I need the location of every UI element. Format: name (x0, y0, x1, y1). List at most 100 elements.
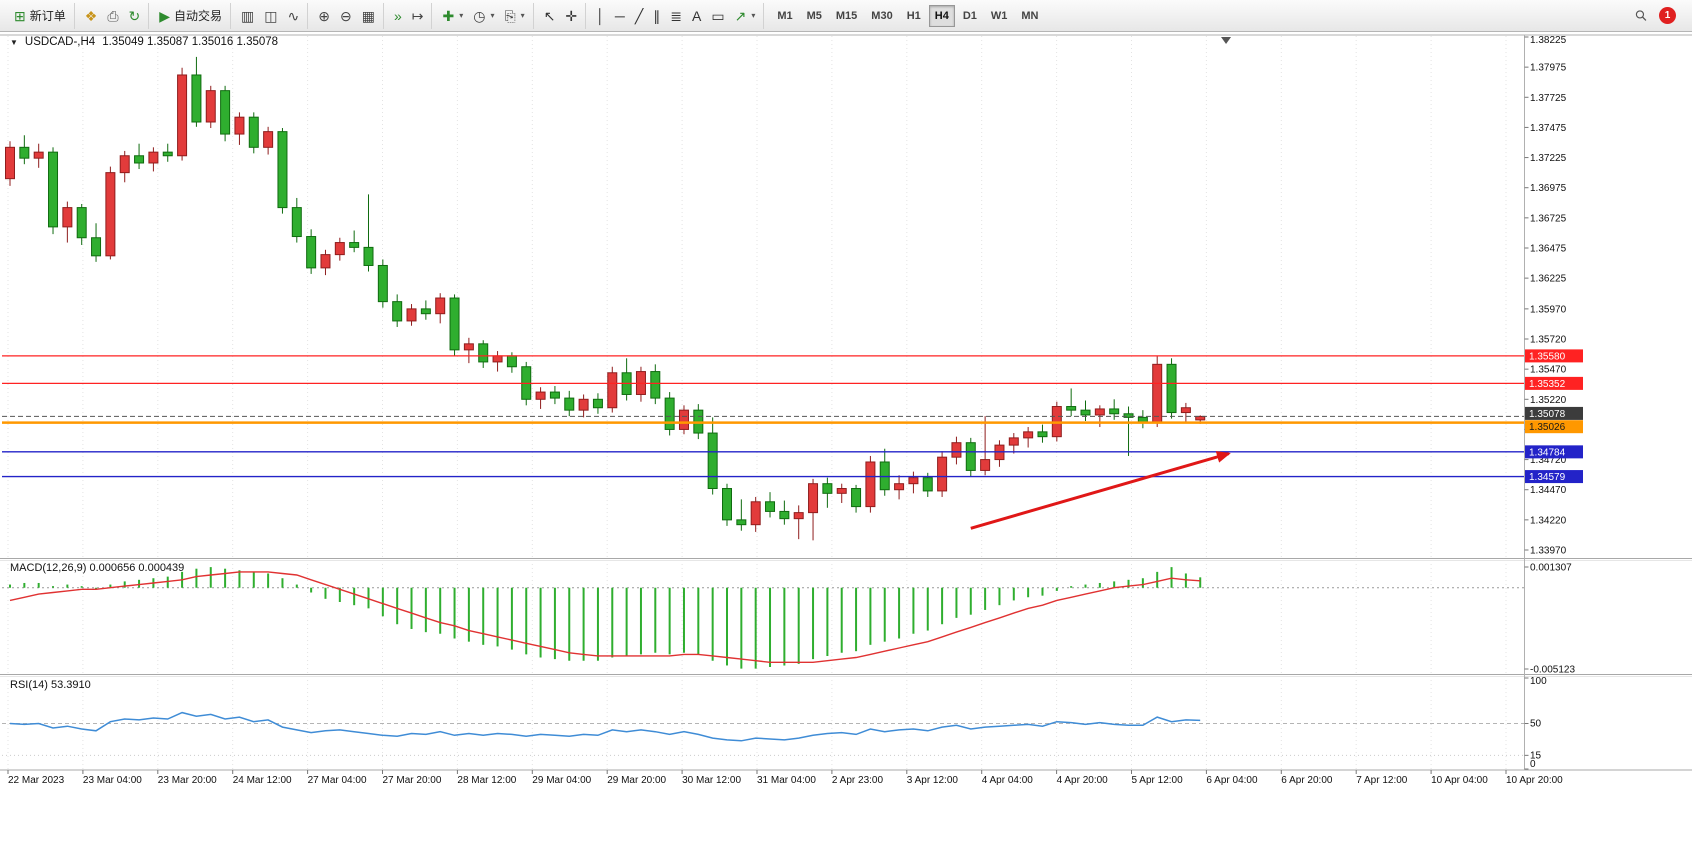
candle (793, 512, 804, 520)
price-scale[interactable]: 1.38225 1.37975 1.37725 1.37475 1.37225 1.369… (1524, 35, 1567, 556)
vertical-line-button[interactable]: │ (591, 4, 610, 28)
trendline-button[interactable]: ╱ (630, 4, 648, 28)
chevron-down-icon: ▾ (490, 11, 495, 20)
svg-text:28 Mar 12:00: 28 Mar 12:00 (457, 775, 516, 786)
line-chart-button[interactable]: ∿ (283, 4, 305, 28)
svg-text:1.34579: 1.34579 (1529, 472, 1566, 483)
candle (320, 254, 331, 269)
timeframe-h4-button[interactable]: H4 (928, 4, 955, 27)
search-button[interactable] (1629, 4, 1653, 28)
timeframe-m15-button[interactable]: M15 (830, 5, 863, 27)
chart-canvas[interactable]: 1.38225 1.37975 1.37725 1.37475 1.37225 1.369… (0, 33, 1692, 855)
print-button[interactable]: ⎙ (102, 4, 123, 28)
chart-shift-icon: ↦ (411, 7, 424, 24)
indicators-button[interactable]: ✚ ▾ (437, 4, 468, 28)
timeframe-m5-button[interactable]: M5 (801, 5, 828, 27)
community-button[interactable]: ↻ (124, 4, 146, 28)
timeframe-mn-button[interactable]: MN (1015, 5, 1044, 27)
candle (736, 519, 747, 526)
chart-shift-button[interactable]: ↦ (407, 4, 429, 28)
horizontal-line-1.34784[interactable]: 1.34784 (2, 445, 1583, 459)
cursor-button[interactable]: ↖ (539, 4, 561, 28)
candle (406, 308, 417, 322)
horizontal-line-1.35078[interactable]: 1.35078 (2, 406, 1583, 420)
candle (822, 483, 833, 494)
candle (263, 131, 274, 148)
svg-text:10 Apr 20:00: 10 Apr 20:00 (1506, 775, 1563, 786)
svg-text:1.38225: 1.38225 (1530, 35, 1567, 46)
rsi-line (9, 711, 1201, 742)
svg-text:50: 50 (1530, 719, 1542, 730)
candle (1195, 415, 1206, 421)
timeframe-toolbar: M1 M5 M15 M30 H1 H4 D1 W1 MN (766, 3, 1049, 29)
profiles-button[interactable]: ❖ (80, 4, 103, 28)
fibonacci-button[interactable]: ≣ (665, 4, 687, 28)
timeframe-m1-button[interactable]: M1 (771, 5, 798, 27)
horizontal-line-button[interactable]: ─ (610, 4, 630, 28)
auto-scroll-button[interactable]: » (389, 4, 407, 28)
equidistant-channel-button[interactable]: ∥ (648, 4, 665, 28)
community-icon: ↻ (128, 7, 141, 24)
chart-shift-marker[interactable] (1221, 37, 1232, 44)
toolbar-button-groups: ⊞ 新订单 ❖ ⎙ ↻ ▶ 自动交易 ▥ ◫ ∿ ⊕ ⊖ ▦» ↦ ✚ ▾ ◷ ▾ ⎘ ▾ ↖ ✛ │ ─ ╱ ∥ ≣ A ▭ ↗ ▾ (6, 2, 766, 29)
svg-text:1.37725: 1.37725 (1530, 93, 1567, 104)
candle (306, 236, 317, 269)
candle (865, 461, 876, 508)
toolbar: ⊞ 新订单 ❖ ⎙ ↻ ▶ 自动交易 ▥ ◫ ∿ ⊕ ⊖ ▦» ↦ ✚ ▾ ◷ ▾ ⎘ ▾ ↖ ✛ │ ─ ╱ ∥ ≣ A ▭ ↗ ▾ M1… (0, 0, 1692, 32)
horizontal-line-1.35580[interactable]: 1.35580 (2, 349, 1583, 363)
timeframe-h1-button[interactable]: H1 (901, 5, 927, 27)
crosshair-button[interactable]: ✛ (560, 4, 582, 28)
candle (377, 264, 388, 303)
periods-button[interactable]: ◷ ▾ (468, 4, 499, 28)
trend-arrow-object[interactable] (970, 451, 1231, 530)
candle (291, 207, 302, 238)
svg-text:-0.005123: -0.005123 (1530, 664, 1575, 675)
svg-text:1.35970: 1.35970 (1530, 304, 1567, 315)
candle (808, 483, 819, 514)
ohlc-expander-icon[interactable]: ▼ (10, 37, 18, 47)
candle (463, 343, 474, 351)
candle (851, 488, 862, 508)
candle (363, 246, 374, 266)
svg-text:1.34720: 1.34720 (1530, 455, 1567, 466)
svg-text:31 Mar 04:00: 31 Mar 04:00 (757, 775, 816, 786)
timeframe-w1-button[interactable]: W1 (985, 5, 1014, 27)
search-icon (1635, 10, 1647, 21)
arrows-button[interactable]: ↗ ▾ (730, 4, 761, 28)
notification-badge[interactable]: 1 (1659, 7, 1676, 24)
candle (1008, 437, 1019, 446)
templates-icon: ⎘ (504, 7, 516, 24)
tile-windows-button[interactable]: ▦ (357, 4, 380, 28)
new-order-button[interactable]: ⊞ 新订单 (9, 4, 71, 28)
macd-scale[interactable]: 0.001307 -0.005123 (1524, 563, 1576, 676)
text-button[interactable]: A (687, 4, 706, 28)
autotrading-label: 自动交易 (174, 9, 223, 23)
bar-chart-button[interactable]: ▥ (236, 4, 259, 28)
rsi-scale[interactable]: 100 50 150 (1524, 676, 1548, 770)
text-label-button[interactable]: ▭ (706, 4, 729, 28)
toolbar-group-zoom: ⊕ ⊖ ▦ (310, 2, 384, 29)
timeframe-m30-button[interactable]: M30 (865, 5, 898, 27)
horizontal-line-1.34579[interactable]: 1.34579 (2, 470, 1583, 484)
templates-button[interactable]: ⎘ ▾ (499, 4, 529, 28)
symbol-ohlc-label: ▼ USDCAD-,H4 1.35049 1.35087 1.35016 1.3… (10, 36, 278, 48)
horizontal-line-1.35026[interactable]: 1.35026 (2, 420, 1583, 434)
zoom-out-button[interactable]: ⊖ (335, 4, 357, 28)
time-scale[interactable]: 22 Mar 2023 23 Mar 04:00 23 Mar 20:00 24 Ma… (7, 770, 1563, 786)
zoom-in-button[interactable]: ⊕ (313, 4, 335, 28)
autotrading-button[interactable]: ▶ 自动交易 (154, 4, 227, 28)
price-tag (1525, 349, 1583, 363)
candle (234, 116, 245, 135)
toolbar-group-insert: ✚ ▾ ◷ ▾ ⎘ ▾ (434, 2, 534, 29)
candle (1152, 363, 1163, 423)
price-tag (1525, 376, 1583, 390)
candle (750, 501, 761, 526)
timeframe-d1-button[interactable]: D1 (957, 5, 983, 27)
symbol-timeframe-text: USDCAD-,H4 (24, 36, 96, 48)
candle (5, 146, 15, 180)
rsi-indicator-label: RSI(14) 53.3910 (10, 679, 91, 691)
horizontal-line-1.35352[interactable]: 1.35352 (2, 376, 1583, 390)
candlestick-chart-button[interactable]: ◫ (259, 4, 282, 28)
svg-text:29 Mar 04:00: 29 Mar 04:00 (532, 775, 591, 786)
candle (119, 155, 130, 174)
